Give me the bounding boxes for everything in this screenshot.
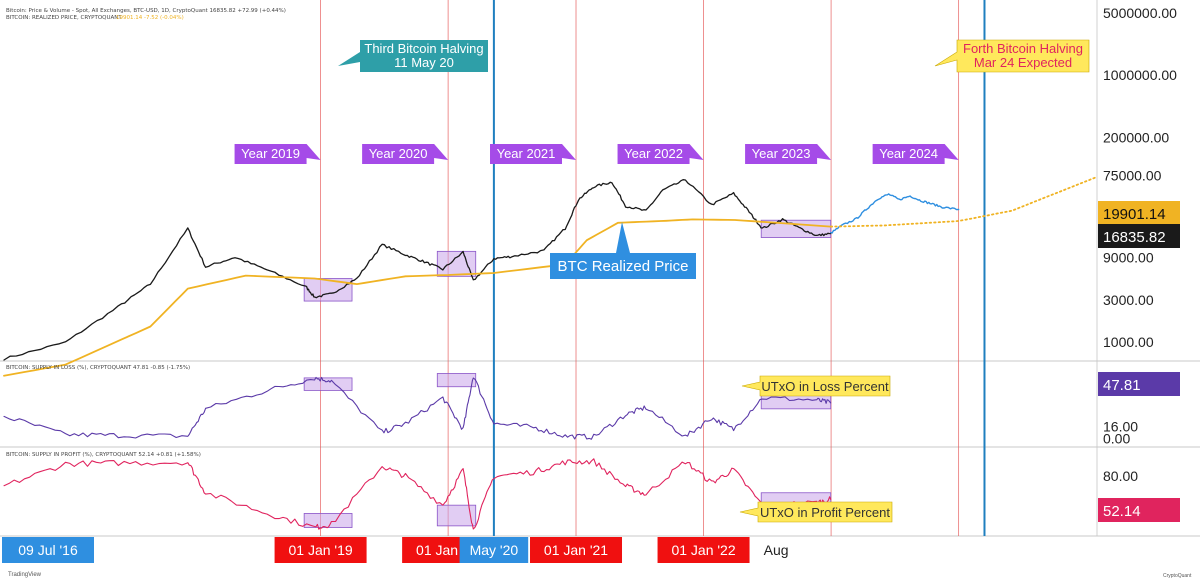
profit-panel-title: BITCOIN: SUPPLY IN PROFIT (%), CRYPTOQUA… <box>6 452 201 458</box>
y-tick-label: 200000.00 <box>1103 129 1169 145</box>
profit-callout <box>739 501 893 523</box>
x-date-badge <box>530 537 623 563</box>
highlight-box-price <box>303 278 353 302</box>
x-date-badge-text: 01 Jan '22 <box>671 542 735 558</box>
x-date-badge-text: 01 Jan '21 <box>544 542 608 558</box>
price-badge-text: 16835.82 <box>1103 229 1166 246</box>
y-tick-label: 9000.00 <box>1103 249 1154 265</box>
year-label-badge <box>490 144 577 164</box>
loss-badge <box>1098 372 1180 396</box>
realized-series-title: BITCOIN: REALIZED PRICE, CRYPTOQUANT <box>6 15 122 21</box>
x-date-badge <box>459 537 529 563</box>
highlight-box-loss <box>436 373 477 388</box>
x-tick-label: Aug <box>764 542 789 558</box>
panel-frames <box>0 0 1200 537</box>
loss-callout-text: UTxO in Loss Percent <box>761 379 889 394</box>
loss-badge-text: 47.81 <box>1103 377 1141 394</box>
year-label-badge <box>617 144 704 164</box>
cryptoquant-credit: CryptoQuant <box>1163 573 1192 579</box>
annotations: Year 2019 Year 2020 Year 2021 Year 2022 Year… <box>234 39 1090 523</box>
y-tick-label: 1000.00 <box>1103 334 1154 350</box>
x-date-badge <box>274 537 367 563</box>
loss-panel-title: BITCOIN: SUPPLY IN LOSS (%), CRYPTOQUANT… <box>6 365 190 371</box>
profit-badge-text: 52.14 <box>1103 503 1141 520</box>
third-halving-callout <box>338 40 488 72</box>
x-date-badge-text: 09 Jul '16 <box>18 542 78 558</box>
realized-series-value: 19901.14 -7.52 (-0.04%) <box>116 15 184 21</box>
third-halving-date: 11 May 20 <box>394 55 454 70</box>
y-tick-label: 3000.00 <box>1103 292 1154 308</box>
year-label-badge <box>745 144 832 164</box>
profit-callout-text: UTxO in Profit Percent <box>760 505 890 520</box>
price-series-title: Bitcoin: Price & Volume - Spot, All Exch… <box>6 8 286 14</box>
y-tick-label: 0.00 <box>1103 430 1130 446</box>
x-date-badge-text: May '20 <box>470 542 519 558</box>
y-tick-label: 5000000.00 <box>1103 5 1177 21</box>
profit-badge <box>1098 498 1180 522</box>
year-label-badge <box>234 144 321 164</box>
x-date-badge-text: 01 Jan '19 <box>288 542 352 558</box>
series-supply-in-profit <box>3 458 832 530</box>
y-tick-label: 80.00 <box>1103 468 1138 484</box>
y-tick-label: 75000.00 <box>1103 167 1162 183</box>
series-realized-price <box>3 218 832 377</box>
y-tick-label: 16.00 <box>1103 419 1138 435</box>
realized-price-callout-text: BTC Realized Price <box>558 258 689 275</box>
highlight-box-loss <box>760 395 832 410</box>
year-label-text: Year 2019 <box>241 146 300 161</box>
loss-callout <box>741 375 891 397</box>
series-projection <box>830 193 960 234</box>
year-label-badge <box>872 144 959 164</box>
series-realized-projection <box>829 176 1098 228</box>
highlight-box-loss <box>303 377 353 391</box>
realized-price-badge <box>1098 201 1180 225</box>
x-date-badge <box>657 537 750 563</box>
series-supply-in-loss <box>3 376 832 440</box>
fourth-halving-date: Mar 24 Expected <box>974 55 1072 70</box>
series-lines <box>3 176 1098 530</box>
y-tick-label: 1000000.00 <box>1103 67 1177 83</box>
x-date-badge <box>2 537 94 563</box>
year-label-text: Year 2023 <box>752 146 811 161</box>
realized-price-callout <box>550 222 696 279</box>
realized-price-badge-text: 19901.14 <box>1103 206 1166 223</box>
year-label-text: Year 2022 <box>624 146 683 161</box>
year-label-text: Year 2020 <box>369 146 428 161</box>
tradingview-logo: TradingView <box>8 572 42 578</box>
year-label-text: Year 2024 <box>879 146 938 161</box>
axes: 5000000.00 1000000.00 200000.00 75000.00 900… <box>2 5 1180 563</box>
fourth-halving-callout <box>934 39 1090 73</box>
price-badge <box>1098 224 1180 248</box>
series-btc-price <box>3 179 832 361</box>
highlight-box-profit <box>436 504 477 527</box>
third-halving-title: Third Bitcoin Halving <box>364 41 483 56</box>
year-label-badge <box>362 144 449 164</box>
fourth-halving-title: Forth Bitcoin Halving <box>963 41 1083 56</box>
year-label-text: Year 2021 <box>497 146 556 161</box>
highlight-box-price <box>436 250 477 277</box>
